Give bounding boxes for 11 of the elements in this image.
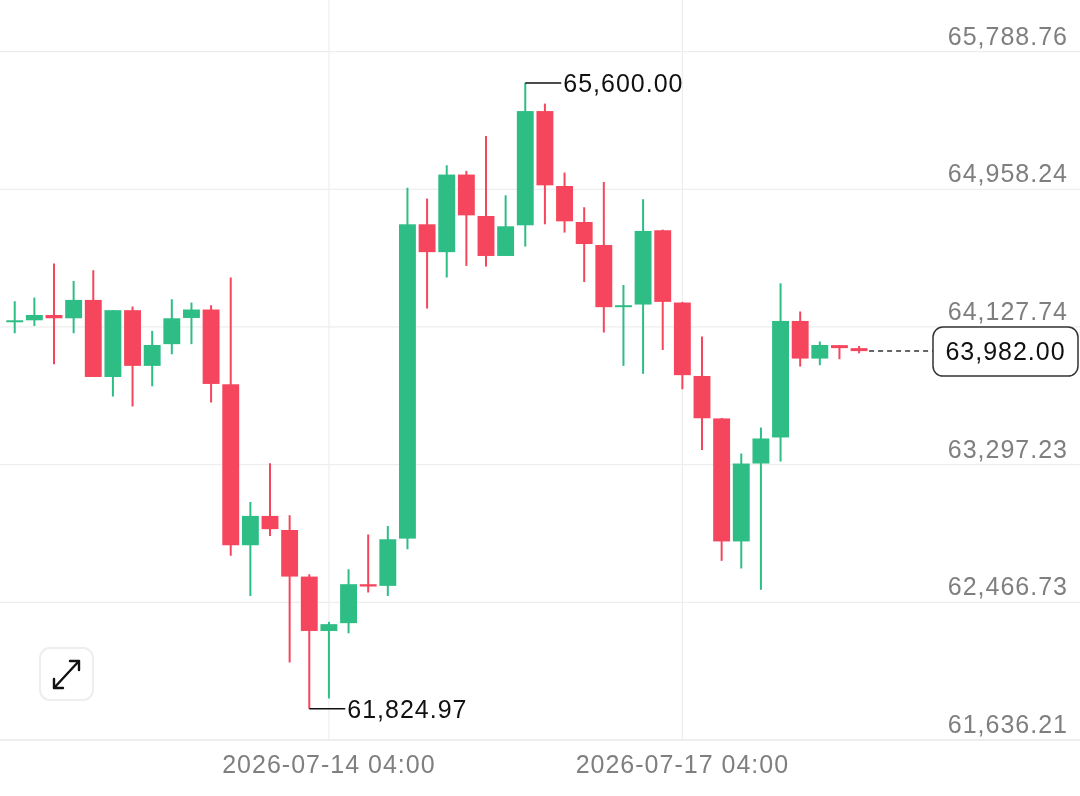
y-tick-label: 64,958.24 — [947, 159, 1068, 188]
x-tick-label: 2026-07-14 04:00 — [222, 750, 436, 778]
y-tick-label: 62,466.73 — [947, 572, 1068, 601]
y-tick-label: 61,636.21 — [947, 710, 1068, 738]
x-tick-label: 2026-07-17 04:00 — [575, 750, 790, 778]
annotation: 61,824.97 — [347, 694, 468, 723]
y-tick-label: 64,127.74 — [947, 296, 1068, 325]
y-tick-label: 65,788.76 — [947, 21, 1068, 50]
ref-line-label: 63,982.00 — [945, 337, 1066, 366]
annotation: 65,600.00 — [563, 68, 684, 97]
y-tick-label: 63,297.23 — [947, 434, 1068, 463]
